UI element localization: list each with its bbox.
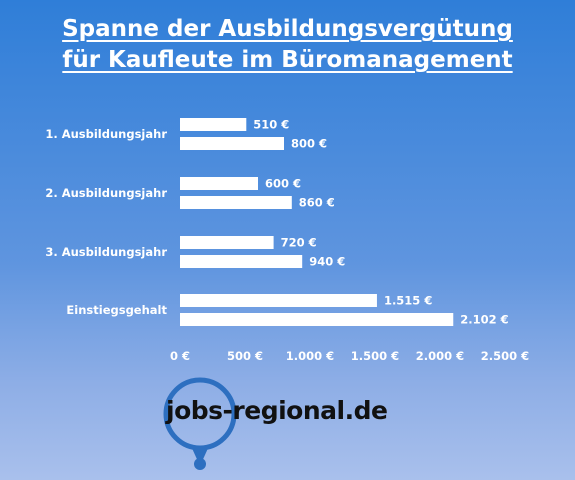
bar-value-label: 800 €	[291, 137, 327, 151]
x-tick-label: 2.000 €	[416, 349, 464, 363]
x-tick-label: 2.500 €	[481, 349, 529, 363]
logo-part-jobs: jobs-	[166, 396, 233, 425]
bar	[180, 294, 377, 307]
bar-value-label: 860 €	[299, 196, 335, 210]
logo-part-regional: regional.de	[232, 396, 388, 425]
bar-value-label: 600 €	[265, 177, 301, 191]
category-label: 3. Ausbildungsjahr	[45, 245, 167, 259]
bar	[180, 137, 284, 150]
bar	[180, 196, 292, 209]
bar-value-label: 1.515 €	[384, 294, 432, 308]
category-label: Einstiegsgehalt	[66, 303, 167, 317]
bar	[180, 313, 454, 326]
bar-value-label: 510 €	[253, 118, 289, 132]
title-line-2: für Kaufleute im Büromanagement	[62, 47, 513, 73]
bar-value-label: 2.102 €	[460, 313, 508, 327]
bar-value-label: 720 €	[281, 236, 317, 250]
title-line-1: Spanne der Ausbildungsvergütung	[62, 16, 513, 42]
jobs-regional-logo[interactable]: jobs-regional.de	[158, 374, 418, 474]
category-label: 1. Ausbildungsjahr	[45, 127, 167, 141]
x-tick-label: 1.000 €	[286, 349, 334, 363]
bar-value-label: 940 €	[309, 255, 345, 269]
x-tick-label: 0 €	[170, 349, 190, 363]
logo-wordmark: jobs-regional.de	[166, 396, 388, 425]
bar	[180, 177, 258, 190]
chart-title: Spanne der Ausbildungsvergütung für Kauf…	[0, 14, 575, 76]
x-tick-label: 500 €	[227, 349, 263, 363]
bar	[180, 118, 247, 131]
bar	[180, 255, 303, 268]
bar	[180, 236, 274, 249]
category-label: 2. Ausbildungsjahr	[45, 186, 167, 200]
location-pin-icon	[163, 377, 237, 470]
x-tick-label: 1.500 €	[351, 349, 399, 363]
